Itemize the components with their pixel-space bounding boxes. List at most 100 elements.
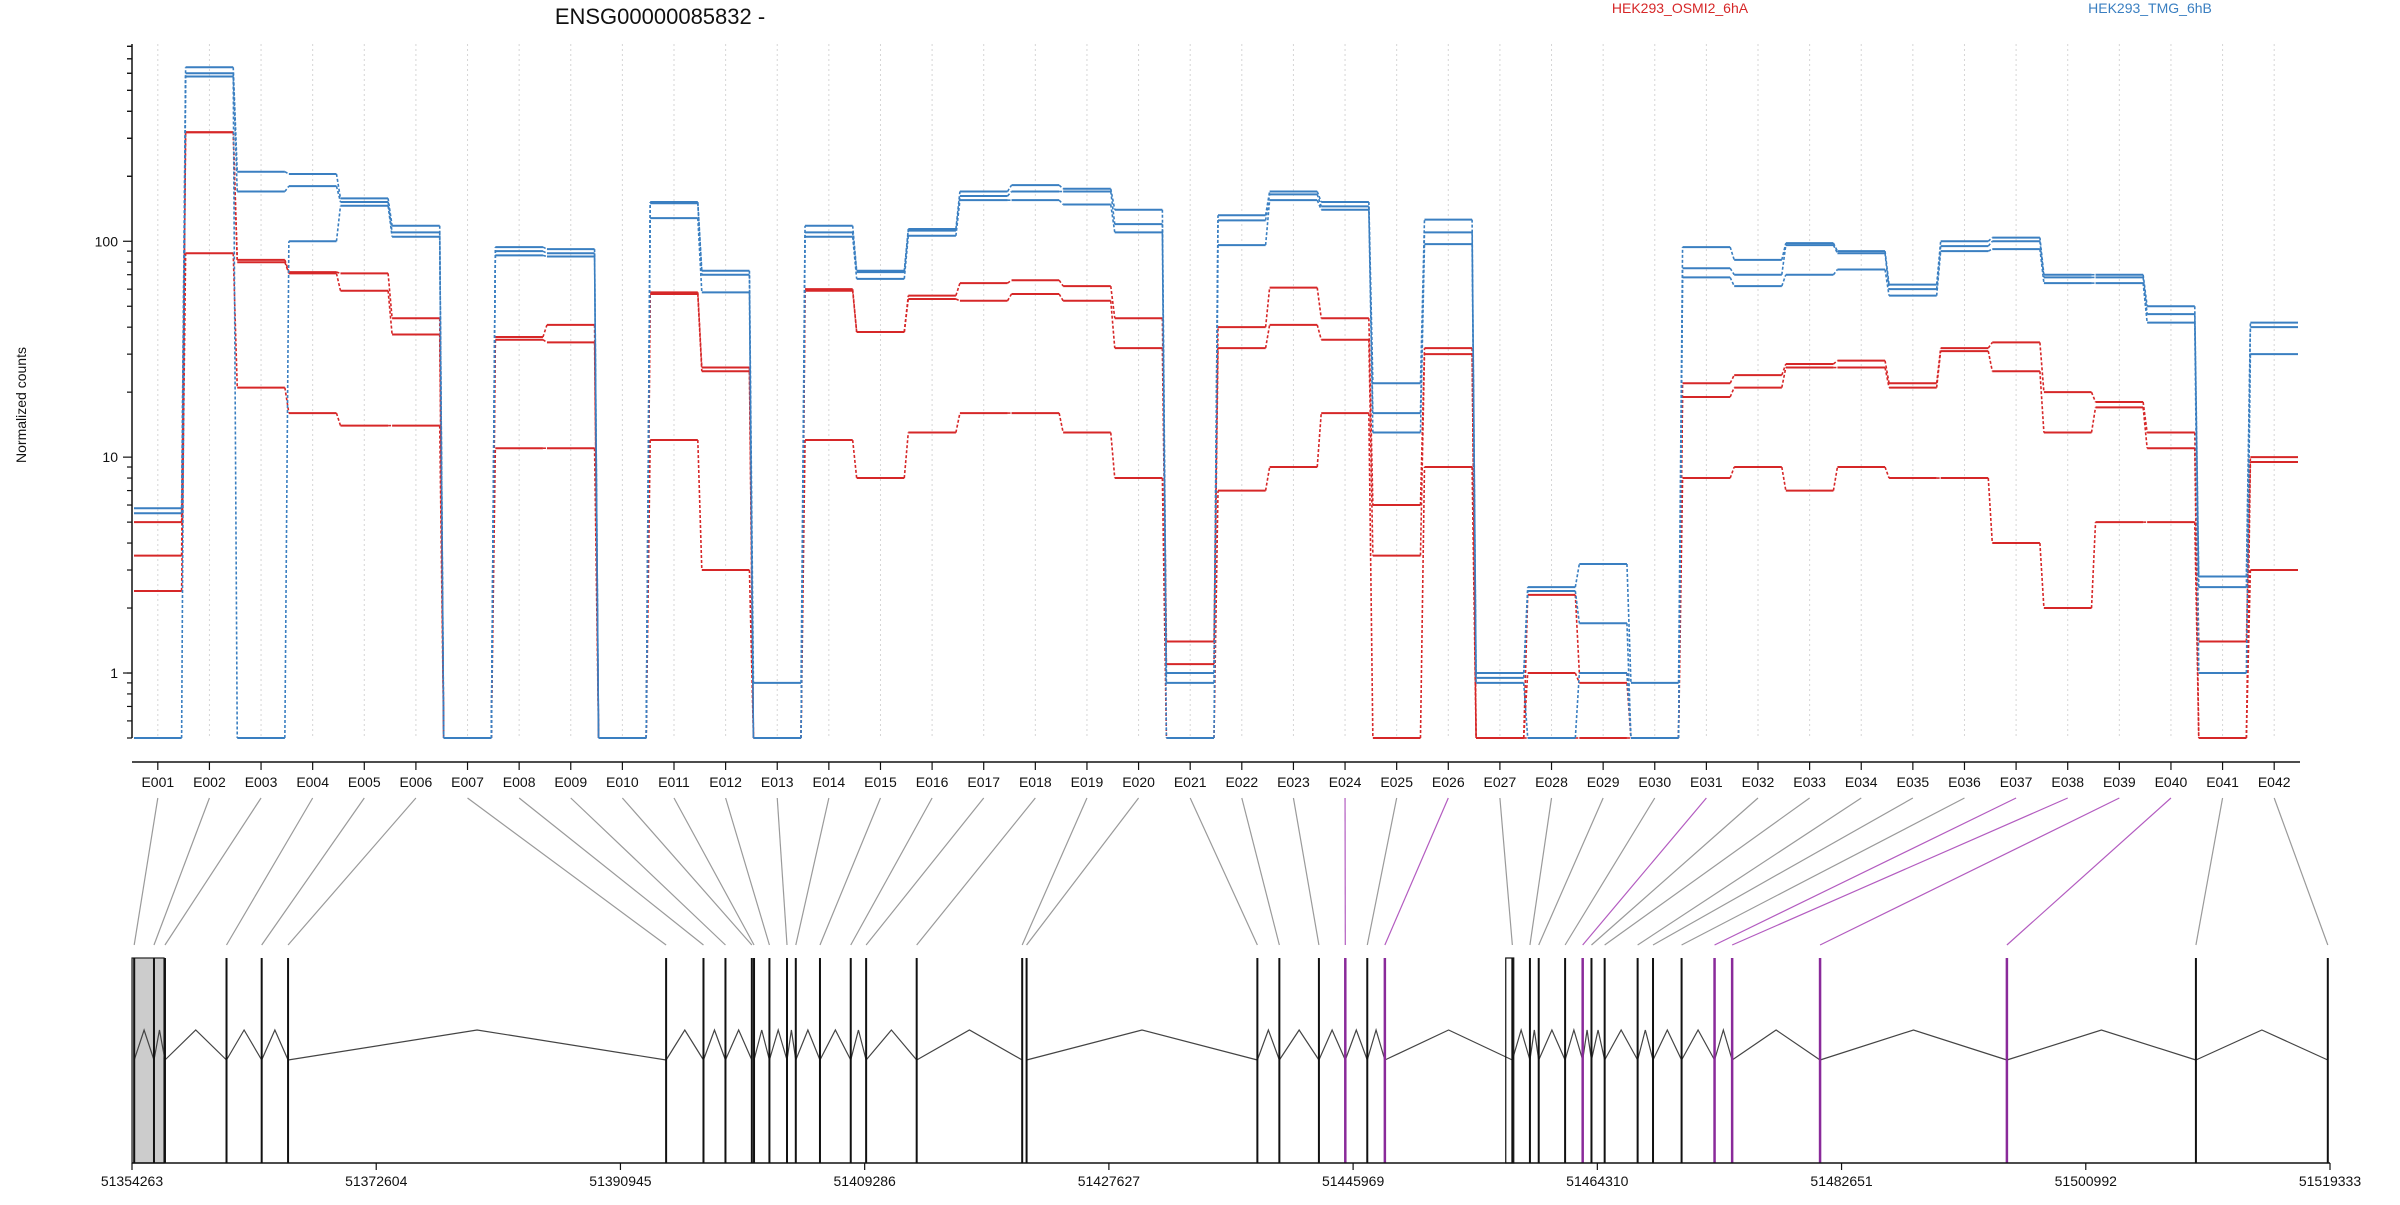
series-connector: [1575, 673, 1579, 738]
x-tick-label: E011: [658, 774, 690, 790]
series-connector: [543, 251, 547, 253]
intron: [666, 1030, 703, 1060]
exon-connector: [165, 798, 261, 945]
series-connector: [1008, 185, 1012, 191]
x-tick-label: E001: [141, 774, 174, 790]
intron: [787, 1030, 796, 1060]
series-connector: [491, 251, 495, 738]
series-connector: [1833, 467, 1837, 491]
x-tick-label: E022: [1225, 774, 1258, 790]
intron: [1565, 1030, 1583, 1060]
series-connector: [1730, 388, 1734, 397]
exon-connector: [1500, 798, 1512, 945]
exon-connector: [519, 798, 703, 945]
series-connector: [1008, 280, 1012, 283]
exon-connector: [288, 798, 416, 945]
series-connector: [2040, 371, 2044, 432]
exon-connector: [777, 798, 787, 945]
x-tick-label: E025: [1380, 774, 1413, 790]
intron: [1715, 1030, 1733, 1060]
x-tick-label: E015: [864, 774, 897, 790]
series-connector: [543, 340, 547, 343]
series-connector: [1524, 591, 1528, 678]
x-tick-label: E021: [1174, 774, 1207, 790]
y-tick-label: 1: [110, 665, 118, 681]
exon-connector: [262, 798, 365, 945]
series-connector: [853, 440, 857, 478]
intron: [769, 1030, 787, 1060]
exon-connector: [1682, 798, 1965, 945]
intron: [820, 1030, 851, 1060]
intron: [1732, 1030, 1820, 1060]
series-connector: [285, 172, 289, 174]
series-connector: [491, 340, 495, 738]
series-layer: [134, 67, 2298, 738]
y-tick-label: 10: [102, 449, 118, 465]
exon-connector: [917, 798, 1036, 945]
genome-tick-label: 51445969: [1322, 1173, 1385, 1189]
x-tick-label: E035: [1897, 774, 1930, 790]
x-tick-label: E029: [1587, 774, 1620, 790]
series-connector: [336, 273, 340, 290]
exon-connector: [1022, 798, 1087, 945]
series-connector: [1059, 294, 1063, 301]
series-connector: [1782, 275, 1786, 286]
x-tick-label: E037: [2000, 774, 2033, 790]
series-connector: [336, 413, 340, 426]
intron: [1512, 1030, 1530, 1060]
exon-connector: [1638, 798, 1862, 945]
x-tick-label: E013: [761, 774, 794, 790]
genome-tick-label: 51464310: [1566, 1173, 1629, 1189]
series-connector: [956, 299, 960, 301]
series-connector: [2092, 522, 2096, 608]
series-connector: [956, 283, 960, 296]
series-connector: [1266, 200, 1270, 245]
x-tick-label: E002: [193, 774, 226, 790]
x-tick-label: E028: [1535, 774, 1568, 790]
intron: [262, 1030, 288, 1060]
genome-tick-label: 51519333: [2299, 1173, 2362, 1189]
series-connector: [2092, 392, 2096, 402]
series-connector: [1008, 294, 1012, 301]
series-connector: [1782, 467, 1786, 491]
intron: [1653, 1030, 1682, 1060]
series-connector: [1988, 238, 1992, 242]
exon-connector: [820, 798, 881, 945]
x-tick-label: E016: [916, 774, 949, 790]
series-connector: [1988, 342, 1992, 348]
x-tick-label: E038: [2051, 774, 2084, 790]
series-connector: [1059, 413, 1063, 432]
exon-connector: [1591, 798, 1758, 945]
x-tick-label: E031: [1690, 774, 1723, 790]
x-tick-label: E024: [1329, 774, 1362, 790]
series-connector: [1885, 467, 1889, 478]
x-tick-label: E042: [2258, 774, 2291, 790]
series-connector: [1730, 277, 1734, 286]
y-axis-label: Normalized counts: [13, 347, 29, 463]
legend-entry-osmi2: HEK293_OSMI2_6hA: [1612, 0, 1749, 16]
series-connector: [336, 206, 340, 241]
genome-tick-label: 51409286: [834, 1173, 897, 1189]
exon-connector: [134, 798, 158, 945]
series-connector: [543, 247, 547, 249]
x-tick-label: E040: [2155, 774, 2188, 790]
series-connector: [904, 299, 908, 332]
intron: [1319, 1030, 1345, 1060]
exon-connector: [1605, 798, 1810, 945]
series-connector: [1730, 375, 1734, 383]
intron: [725, 1030, 751, 1060]
intron: [165, 1030, 227, 1060]
series-connector: [1059, 200, 1063, 204]
x-tick-label: E019: [1071, 774, 1104, 790]
intron: [1257, 1030, 1279, 1060]
series-connector: [1317, 325, 1321, 340]
series-connector: [388, 291, 392, 335]
genome-tick-label: 51500992: [2055, 1173, 2118, 1189]
intron: [1583, 1030, 1592, 1060]
exon-connector: [2196, 798, 2223, 945]
series-connector: [698, 440, 702, 570]
series-connector: [1266, 467, 1270, 491]
series-connector: [1214, 327, 1218, 641]
